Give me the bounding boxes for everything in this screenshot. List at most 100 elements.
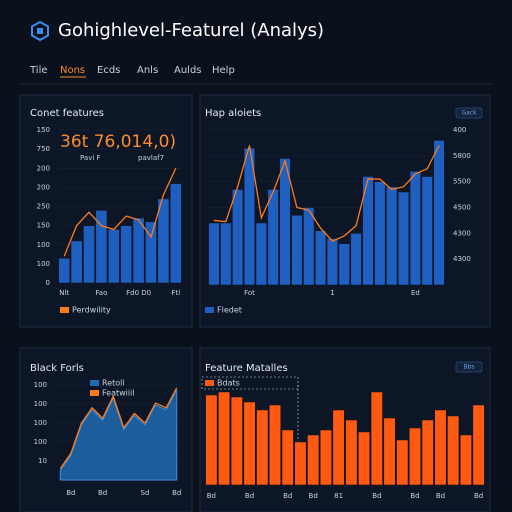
bar [345, 419, 358, 486]
nav-item[interactable]: Aulds [174, 65, 202, 76]
bar [120, 225, 133, 284]
bar [314, 230, 327, 286]
y-tick-label: 4300 [453, 229, 471, 237]
bar [70, 240, 83, 284]
bar [332, 409, 345, 486]
bar [396, 439, 409, 486]
area [59, 389, 178, 481]
bar [472, 404, 485, 486]
bar [338, 243, 350, 286]
legend-swatch [90, 390, 99, 396]
bar [434, 409, 447, 486]
legend-swatch [60, 307, 69, 313]
bar [205, 394, 218, 486]
bar [107, 229, 120, 284]
bar [208, 222, 220, 286]
bar [58, 257, 71, 284]
annotation: pavlaf7 [138, 154, 164, 162]
panel-title: Hap aloiets [205, 108, 261, 119]
bar [433, 140, 445, 286]
panel-tag-label[interactable]: Gack [461, 110, 477, 117]
bar [294, 441, 307, 486]
bar [145, 221, 157, 284]
x-tick-label: Ed [411, 289, 420, 297]
bar [386, 186, 398, 286]
y-tick-label: 4300 [453, 255, 471, 263]
bar [459, 434, 472, 486]
y-tick-label: 100 [37, 241, 50, 249]
legend-label: Featwiiil [102, 389, 135, 398]
legend-label: Retoll [102, 379, 125, 388]
x-tick-label: Bd [372, 492, 381, 500]
x-tick-label: Fao [95, 289, 107, 297]
x-tick-label: Bd [207, 492, 216, 500]
legend-swatch [90, 380, 99, 386]
y-tick-label: 100 [34, 419, 47, 427]
y-tick-label: 100 [34, 381, 47, 389]
x-tick-label: Fot [244, 289, 255, 297]
x-tick-label: Bd [436, 492, 445, 500]
panel-tag-label[interactable]: Bbs [463, 364, 474, 371]
legend-swatch [205, 307, 214, 313]
bar [256, 409, 269, 486]
bar [218, 391, 231, 486]
nav-item[interactable]: Tile [29, 65, 48, 76]
line [63, 167, 177, 257]
y-tick-label: 10 [38, 457, 47, 465]
panel-title: Feature Matalles [205, 363, 288, 374]
bar [83, 225, 95, 284]
bar [447, 415, 460, 486]
nav-item[interactable]: Anls [137, 65, 158, 76]
bar [243, 401, 256, 486]
x-tick-label: Bd [66, 489, 75, 497]
bar [374, 181, 386, 286]
panel-title: Conet features [30, 108, 104, 119]
x-tick-label: Bd [172, 489, 181, 497]
bar [269, 404, 281, 486]
bar [303, 207, 315, 286]
x-tick-label: Bd [474, 492, 483, 500]
panel-tag [455, 107, 483, 119]
legend-swatch [205, 380, 214, 386]
bar [409, 427, 421, 486]
y-tick-label: 750 [37, 145, 50, 153]
nav-item[interactable]: Help [212, 65, 235, 76]
app-title: Gohighlevel-Featurel (Analys) [58, 20, 324, 41]
bar [358, 431, 371, 486]
x-tick-label: 81 [334, 492, 343, 500]
logo [31, 20, 49, 42]
bar [397, 191, 410, 286]
bar [350, 233, 362, 286]
x-tick-label: Bd [98, 489, 107, 497]
x-tick-label: Bd [410, 492, 419, 500]
legend-label: Fledet [217, 306, 242, 315]
y-tick-label: 150 [37, 222, 50, 230]
logo-core [37, 28, 43, 34]
bar [383, 417, 396, 486]
y-tick-label: 5800 [453, 152, 471, 160]
legend-label: Bdats [217, 379, 240, 388]
nav-item[interactable]: Ecds [97, 65, 120, 76]
y-tick-label: 150 [37, 126, 50, 134]
legend-box [201, 376, 299, 390]
bar [230, 396, 243, 486]
nav-item[interactable]: Nons [60, 65, 85, 76]
bar [132, 217, 145, 284]
bar [307, 434, 320, 486]
y-tick-label: 4500 [453, 204, 471, 212]
bar [421, 419, 434, 486]
y-tick-label: 100 [37, 260, 50, 268]
x-tick-label: Nlt [59, 289, 69, 297]
bar [232, 189, 244, 286]
y-tick-label: 250 [37, 203, 50, 211]
bar [220, 222, 232, 286]
x-tick-label: Ftl [171, 289, 180, 297]
y-tick-label: 200 [37, 183, 50, 191]
line [213, 145, 440, 242]
bar [157, 198, 170, 284]
annotation: 36t 76,014,0) [60, 132, 176, 152]
x-tick-label: Bd [283, 492, 292, 500]
panel-tag [455, 361, 483, 373]
x-tick-label: Fd0 D0 [126, 289, 151, 297]
